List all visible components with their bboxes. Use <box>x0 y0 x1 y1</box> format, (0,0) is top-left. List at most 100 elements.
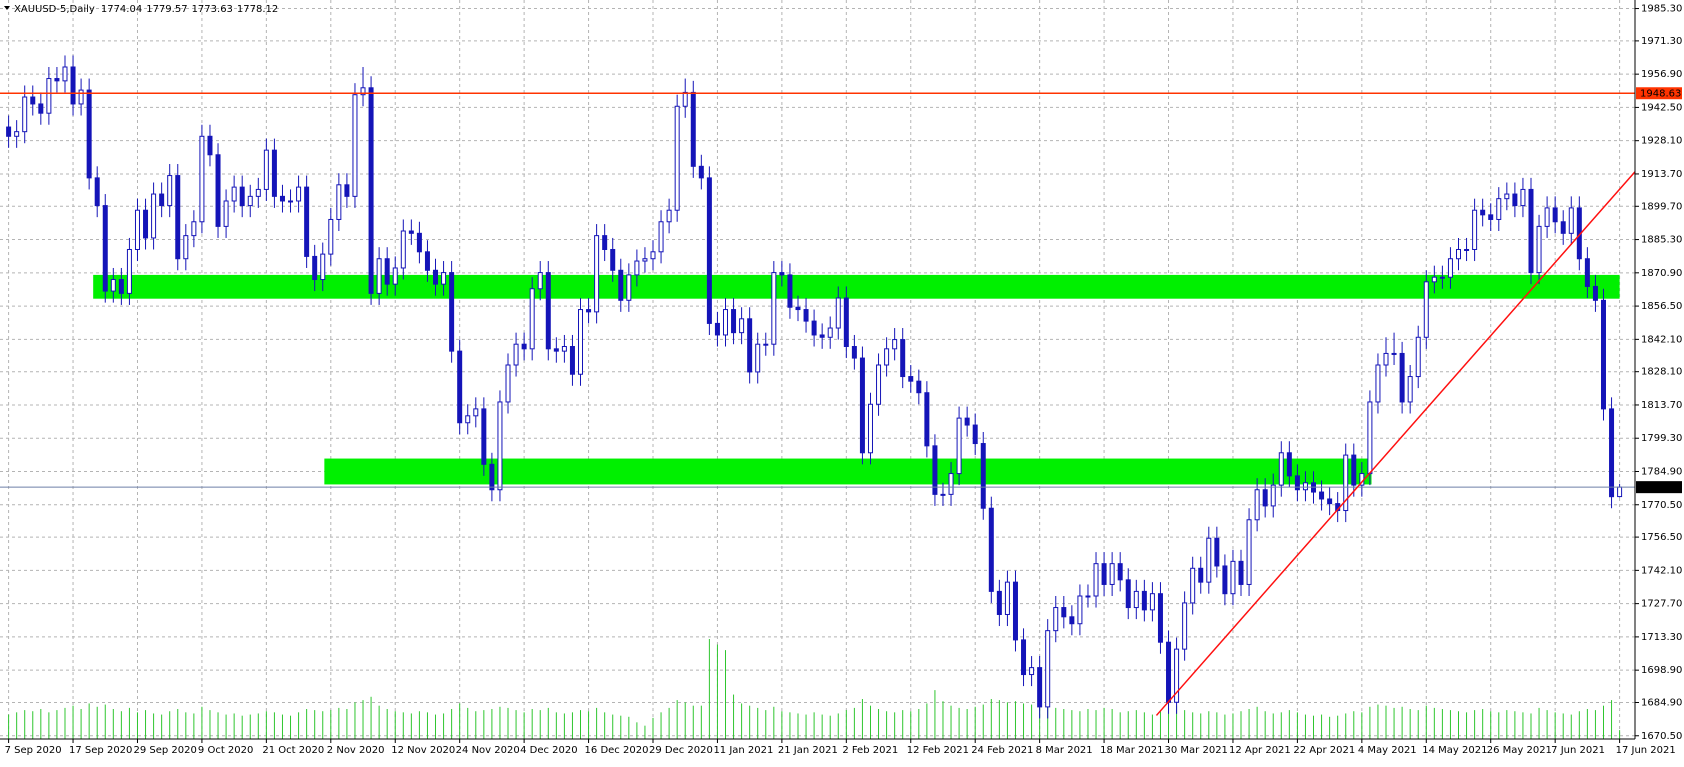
candle-body <box>94 177 100 207</box>
candle-body <box>1351 454 1357 486</box>
candle-body <box>996 590 1002 615</box>
x-tick-label: 14 May 2021 <box>1422 745 1487 756</box>
x-tick-label: 12 Nov 2020 <box>391 745 455 756</box>
candle-body <box>1166 641 1172 703</box>
candle-body <box>1568 207 1574 234</box>
candle-body <box>207 135 213 156</box>
candle-body <box>1198 567 1204 583</box>
candle-body <box>304 186 310 257</box>
candle-body <box>400 230 406 269</box>
candle-body <box>980 443 986 509</box>
candle-body <box>795 306 801 311</box>
candle-body <box>465 415 471 424</box>
candle-body <box>1423 281 1429 338</box>
candle-body <box>658 221 664 253</box>
candle-body <box>1238 560 1244 585</box>
x-tick-label: 7 Jun 2021 <box>1551 745 1605 756</box>
candle-body <box>674 105 680 211</box>
candle-body <box>328 218 334 255</box>
candle-body <box>360 87 366 96</box>
candle-body <box>553 348 559 352</box>
candle-body <box>835 297 841 329</box>
candle-body <box>1600 299 1606 410</box>
candle-body <box>392 267 398 285</box>
candle-body <box>1061 607 1067 618</box>
candle-body <box>368 87 374 294</box>
candle-body <box>271 149 277 197</box>
y-tick-label: 1971.30 <box>1641 36 1682 47</box>
x-tick-label: 17 Sep 2020 <box>69 745 132 756</box>
candle-body <box>1254 489 1260 521</box>
candle-body <box>22 96 28 133</box>
x-tick-label: 2 Nov 2020 <box>327 745 385 756</box>
candle-body <box>215 154 221 227</box>
candle-body <box>682 91 688 107</box>
y-tick-label: 1770.50 <box>1641 500 1682 511</box>
y-tick-label: 1670.50 <box>1641 731 1682 742</box>
candle-body <box>263 149 269 190</box>
candle-body <box>586 309 592 313</box>
x-tick-label: 24 Feb 2021 <box>971 745 1033 756</box>
candle-body <box>1609 408 1615 498</box>
candle-body <box>1464 248 1470 251</box>
x-tick-label: 26 May 2021 <box>1487 745 1552 756</box>
lines-layer <box>0 92 1636 716</box>
y-tick-label: 1856.50 <box>1641 301 1682 312</box>
x-tick-label: 9 Oct 2020 <box>198 745 253 756</box>
candle-body <box>6 126 12 137</box>
candle-body <box>714 322 720 336</box>
candle-body <box>344 184 350 197</box>
y-tick-label: 1928.10 <box>1641 136 1682 147</box>
candle-body <box>1246 519 1252 585</box>
candle-body <box>561 346 567 352</box>
candle-body <box>143 209 149 239</box>
candle-body <box>867 403 873 454</box>
candle-body <box>1174 648 1180 703</box>
x-tick-label: 29 Dec 2020 <box>649 745 713 756</box>
candle-body <box>940 493 946 496</box>
candle-body <box>755 343 761 373</box>
candle-body <box>384 258 390 285</box>
y-tick-label: 1842.10 <box>1641 334 1682 345</box>
candle-body <box>706 177 712 324</box>
header-open: 1774.04 <box>101 4 142 15</box>
candle-body <box>449 272 455 352</box>
candle-body <box>666 209 672 223</box>
candle-body <box>1037 667 1043 708</box>
candle-body <box>1399 352 1405 403</box>
candle-body <box>62 66 68 82</box>
candle-body <box>1012 581 1018 641</box>
candle-body <box>1544 207 1550 227</box>
x-tick-label: 4 May 2021 <box>1358 745 1417 756</box>
candle-body <box>1319 491 1325 500</box>
candle-body <box>1093 563 1099 597</box>
candle-body <box>457 350 463 424</box>
candle-body <box>1327 498 1333 505</box>
candle-body <box>175 175 181 260</box>
candle-body <box>932 445 938 495</box>
x-tick-label: 30 Mar 2021 <box>1165 745 1228 756</box>
x-tick-label: 12 Feb 2021 <box>907 745 969 756</box>
candle-body <box>634 260 640 276</box>
candle-body <box>698 165 704 179</box>
candle-body <box>1230 560 1236 595</box>
candle-body <box>827 327 833 338</box>
candle-body <box>972 424 978 445</box>
y-tick-label: 1742.10 <box>1641 565 1682 576</box>
menu-arrow[interactable] <box>4 6 10 10</box>
candle-body <box>489 463 495 491</box>
candle-body <box>1286 452 1292 477</box>
candle-body <box>1520 188 1526 207</box>
x-tick-label: 21 Jan 2021 <box>778 745 838 756</box>
candle-body <box>239 186 245 207</box>
y-tick-label: 1727.70 <box>1641 599 1682 610</box>
candle-body <box>513 343 519 366</box>
candle-body <box>851 346 857 359</box>
candle-body <box>1592 285 1598 301</box>
candle-body <box>54 78 60 82</box>
y-tick-label: 1828.10 <box>1641 367 1682 378</box>
candle-body <box>1190 567 1196 604</box>
candle-body <box>1367 401 1373 475</box>
x-tick-label: 7 Sep 2020 <box>5 745 62 756</box>
